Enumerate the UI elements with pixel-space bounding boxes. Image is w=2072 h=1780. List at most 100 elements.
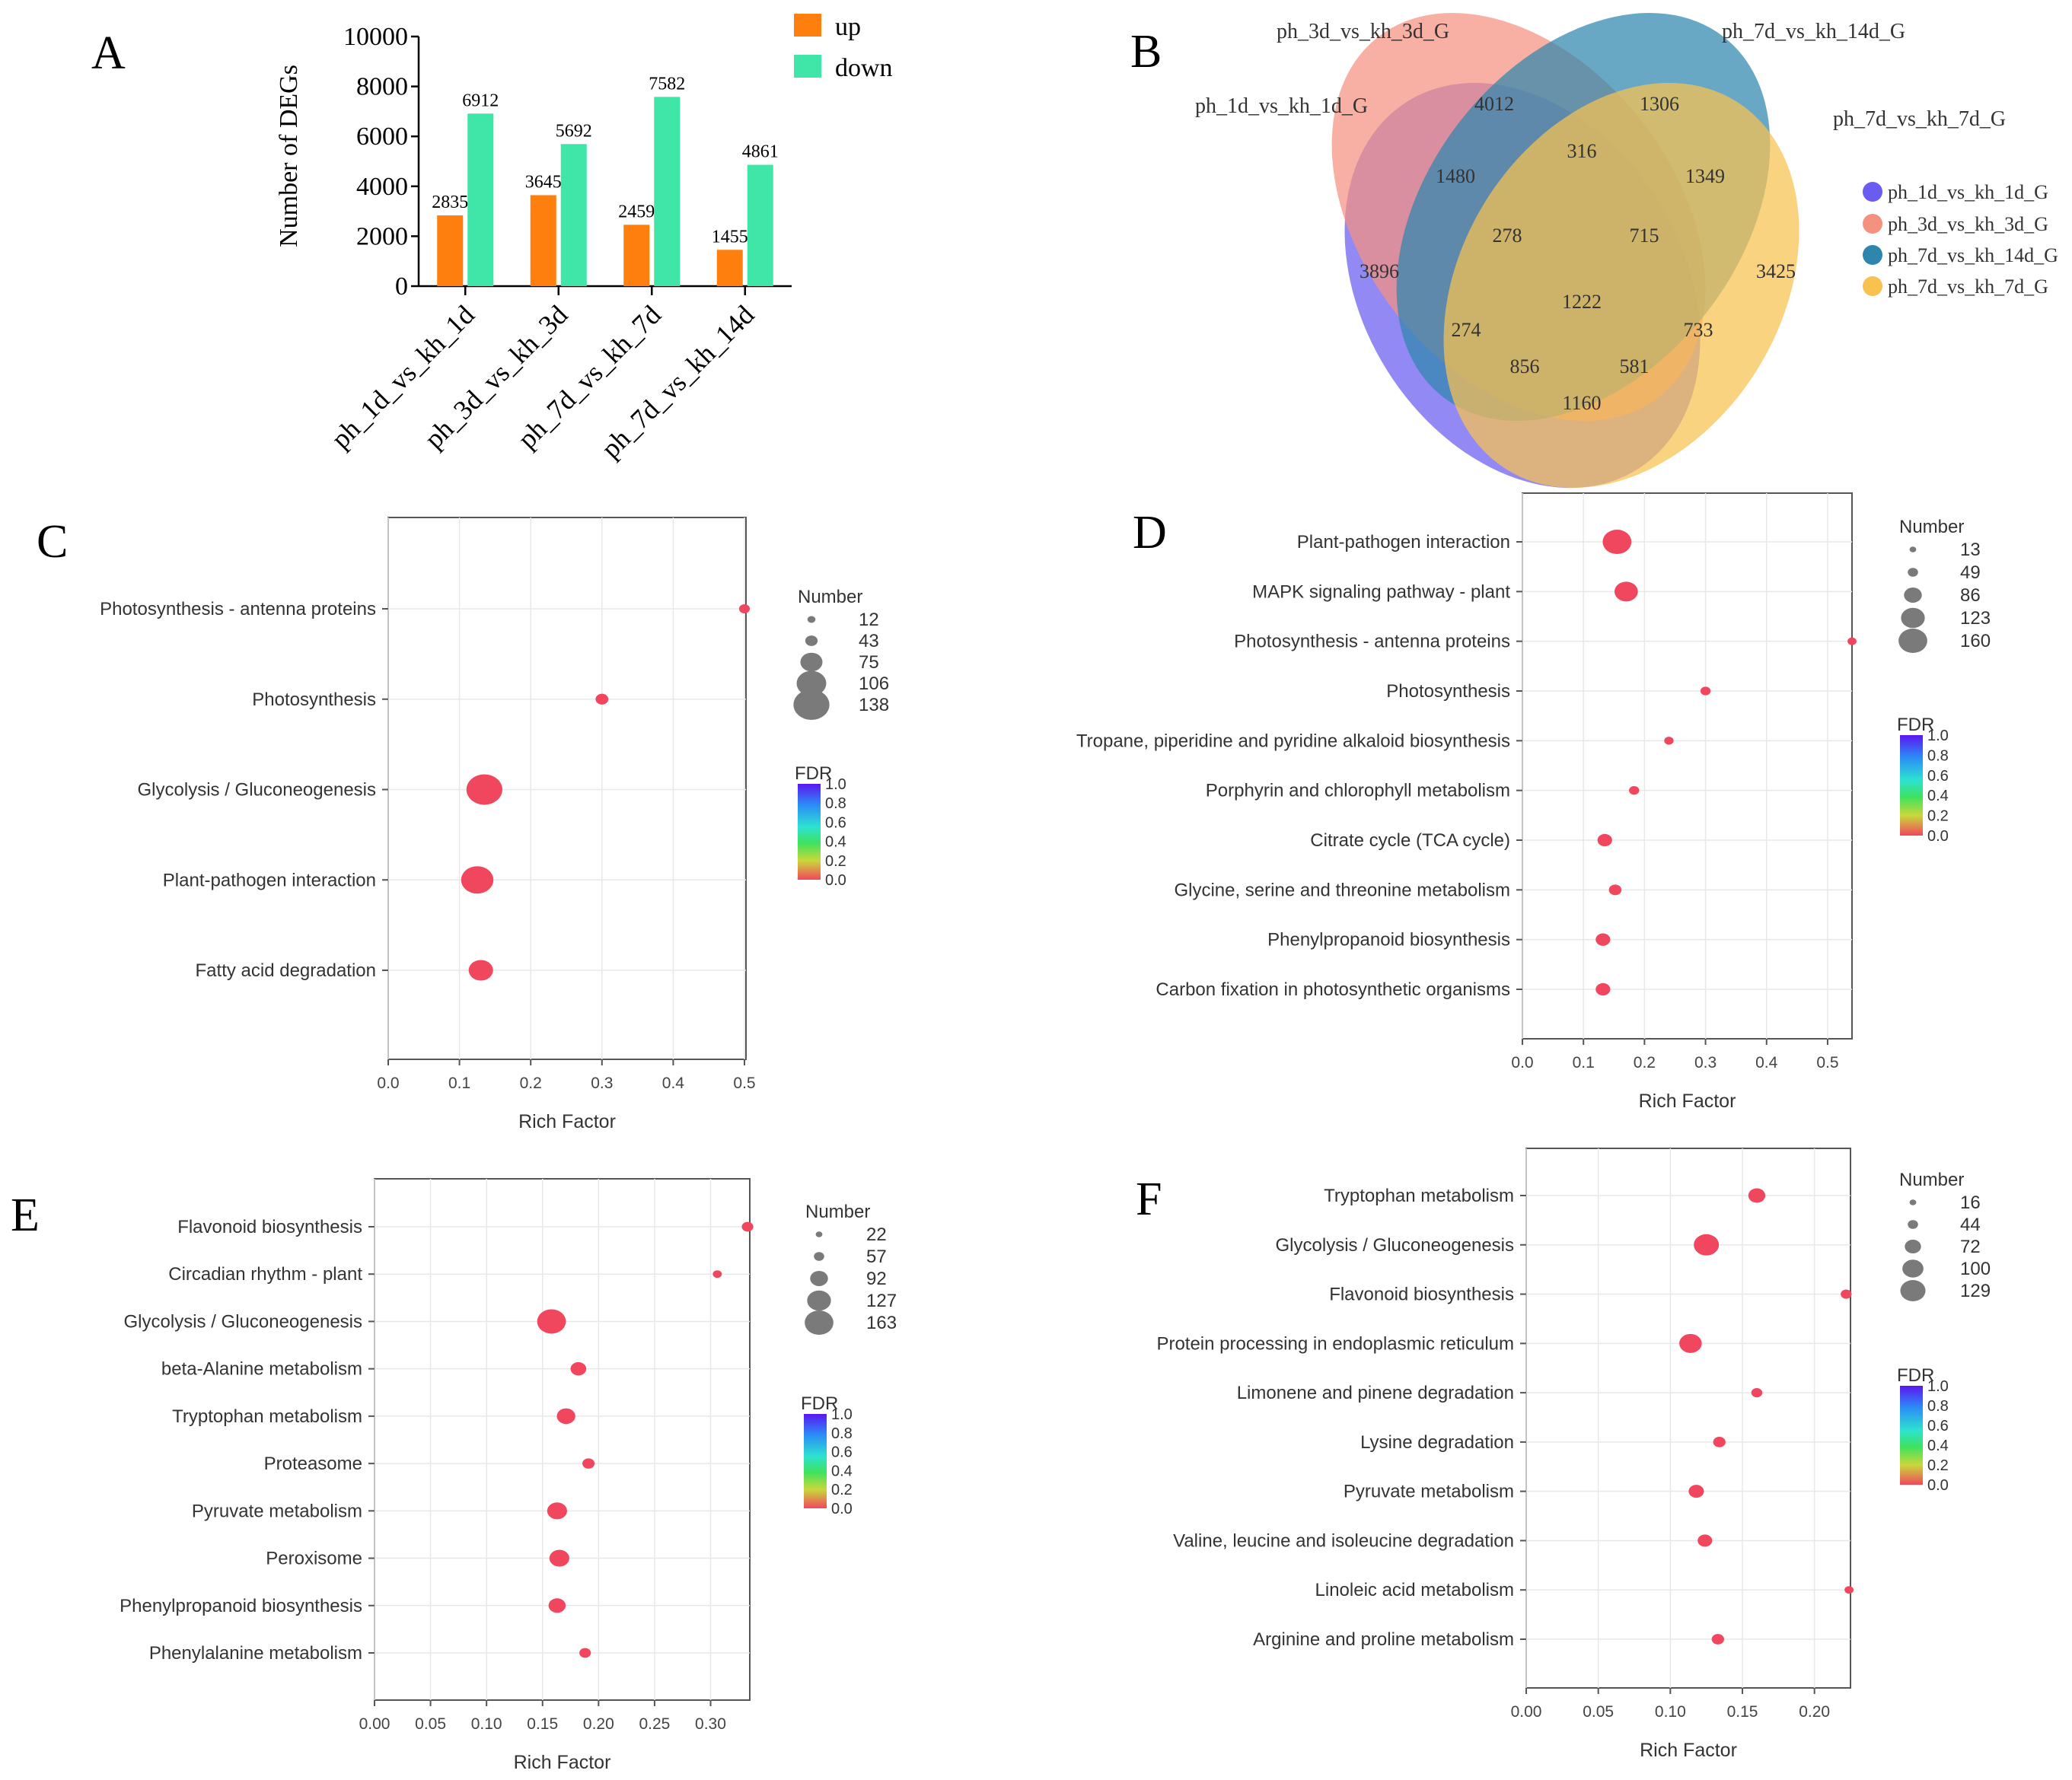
panel-f-kegg-bubble-chart: 0.00 0.05 0.10 0.15 0.20 Tryptophan metabolis…	[1156, 1148, 1991, 1761]
panel-letter-E: E	[11, 1189, 40, 1241]
bar-down	[467, 113, 494, 286]
venn-region-count: 715	[1630, 224, 1659, 247]
pathway-label: Tropane, piperidine and pyridine alkaloi…	[1076, 731, 1510, 751]
size-legend-title: Number	[805, 1202, 870, 1222]
venn-legend-label: ph_3d_vs_kh_3d_G	[1888, 213, 2048, 235]
bubble-point	[1679, 1333, 1702, 1353]
fdr-legend-label: 1.0	[1927, 1378, 1949, 1395]
size-legend-label: 106	[859, 673, 889, 694]
x-axis-label: Rich Factor	[1639, 1091, 1736, 1112]
bubble-point	[461, 866, 494, 894]
size-legend-dot	[1905, 1239, 1921, 1254]
fdr-legend-label: 0.4	[825, 834, 846, 851]
size-legend-dot	[800, 652, 823, 672]
size-legend-label: 12	[859, 610, 879, 630]
y-tick-label: 10000	[343, 23, 408, 51]
pathway-label: Arginine and proline metabolism	[1253, 1629, 1514, 1650]
fdr-legend-label: 0.2	[1927, 1457, 1949, 1474]
pathway-label: Porphyrin and chlorophyll metabolism	[1206, 781, 1510, 801]
bubble-point	[570, 1361, 587, 1376]
bar-value-label: 5692	[556, 121, 592, 141]
x-tick-label: 0.10	[471, 1715, 502, 1733]
x-tick-label: 0.00	[359, 1715, 390, 1733]
bubble-point	[1688, 1485, 1704, 1498]
size-legend-label: 43	[859, 631, 879, 651]
fdr-legend-label: 0.0	[1927, 828, 1949, 845]
venn-region-count: 1306	[1640, 93, 1679, 115]
x-tick-label: 0.00	[1511, 1703, 1542, 1721]
size-legend-label: 100	[1960, 1259, 1991, 1279]
bar-value-label: 1455	[712, 227, 748, 247]
fdr-legend-label: 1.0	[825, 776, 846, 793]
size-legend-dot	[1904, 587, 1922, 603]
pathway-label: Valine, leucine and isoleucine degradati…	[1173, 1530, 1514, 1551]
y-tick-label: 0	[395, 272, 408, 301]
legend-swatch-down	[794, 55, 821, 78]
bubble-point	[1713, 1436, 1726, 1447]
size-legend-dot	[1909, 1199, 1917, 1205]
fdr-colorbar	[798, 784, 821, 880]
panel-letter-F: F	[1136, 1173, 1162, 1225]
pathway-label: Phenylpropanoid biosynthesis	[120, 1596, 362, 1616]
bar-value-label: 2459	[618, 202, 655, 221]
legend-label-up: up	[835, 13, 861, 41]
venn-region-count: 316	[1567, 140, 1597, 162]
bubble-point	[468, 960, 493, 981]
bar-up	[716, 250, 743, 286]
x-tick-label: 0.5	[733, 1075, 755, 1092]
panel-c-kegg-bubble-chart: 0.0 0.1 0.2 0.3 0.4 0.5 Photosynthesis - anten…	[100, 517, 889, 1132]
size-legend-label: 13	[1960, 540, 1981, 560]
pathway-label: Tryptophan metabolism	[1324, 1186, 1514, 1206]
pathway-label: Proteasome	[264, 1454, 362, 1474]
pathway-label: Plant-pathogen interaction	[1297, 532, 1510, 552]
plot-frame	[387, 517, 747, 1060]
bar-up	[530, 195, 556, 286]
bar-value-label: 2835	[432, 193, 468, 212]
bubble-point	[549, 1549, 569, 1567]
venn-legend: ph_1d_vs_kh_1d_G ph_3d_vs_kh_3d_G ph_7d_…	[1863, 181, 2058, 298]
size-legend-dot	[807, 1290, 831, 1311]
x-tick-label: 0.10	[1655, 1703, 1686, 1721]
x-tick-label: 0.1	[1573, 1054, 1595, 1072]
pathway-label: Glycine, serine and threonine metabolism	[1174, 880, 1510, 900]
x-tick-label: 0.20	[583, 1715, 614, 1733]
bubble-point	[1664, 737, 1674, 745]
venn-set-label-1: ph_1d_vs_kh_1d_G	[1195, 94, 1368, 118]
x-tick-label: 0.30	[695, 1715, 726, 1733]
pathway-label: Glycolysis / Gluconeogenesis	[1276, 1235, 1514, 1256]
y-tick-label: 6000	[356, 123, 408, 151]
fdr-legend-label: 0.6	[825, 814, 846, 831]
pathway-label: Photosynthesis - antenna proteins	[1234, 632, 1510, 652]
pathway-label: Photosynthesis - antenna proteins	[100, 599, 376, 619]
pathway-label: Linoleic acid metabolism	[1315, 1580, 1514, 1600]
venn-region-count: 278	[1493, 224, 1522, 247]
x-tick-label: 0.0	[377, 1075, 399, 1092]
x-axis-label: Rich Factor	[518, 1111, 616, 1132]
x-tick-label: 0.5	[1816, 1054, 1838, 1072]
x-axis-label: Rich Factor	[1640, 1740, 1737, 1761]
venn-region-count: 856	[1510, 355, 1540, 377]
size-legend-dot	[807, 616, 816, 623]
venn-legend-label: ph_7d_vs_kh_7d_G	[1888, 275, 2048, 298]
bubble-point	[1608, 884, 1622, 896]
bubble-point	[1602, 530, 1632, 554]
fdr-colorbar	[1900, 1386, 1923, 1485]
size-legend-label: 129	[1960, 1281, 1991, 1301]
venn-region-count: 274	[1452, 319, 1481, 341]
bar-legend: up down	[794, 13, 893, 82]
bubble-point	[712, 1270, 722, 1278]
size-legend-label: 49	[1960, 562, 1981, 583]
fdr-legend-label: 0.6	[1927, 768, 1949, 785]
bar-down	[747, 164, 773, 286]
bubble-point	[1595, 982, 1611, 996]
venn-set-ph-7d-7d	[1443, 82, 1799, 489]
panel-letter-D: D	[1133, 507, 1167, 559]
bubble-point	[1844, 1586, 1854, 1594]
panel-letter-C: C	[37, 516, 68, 568]
fdr-legend-label: 0.8	[1927, 1398, 1949, 1415]
x-tick-label: 0.20	[1799, 1703, 1830, 1721]
pathway-label: Phenylalanine metabolism	[149, 1643, 362, 1664]
size-legend-label: 16	[1960, 1193, 1981, 1213]
size-legend-label: 123	[1960, 608, 1991, 629]
